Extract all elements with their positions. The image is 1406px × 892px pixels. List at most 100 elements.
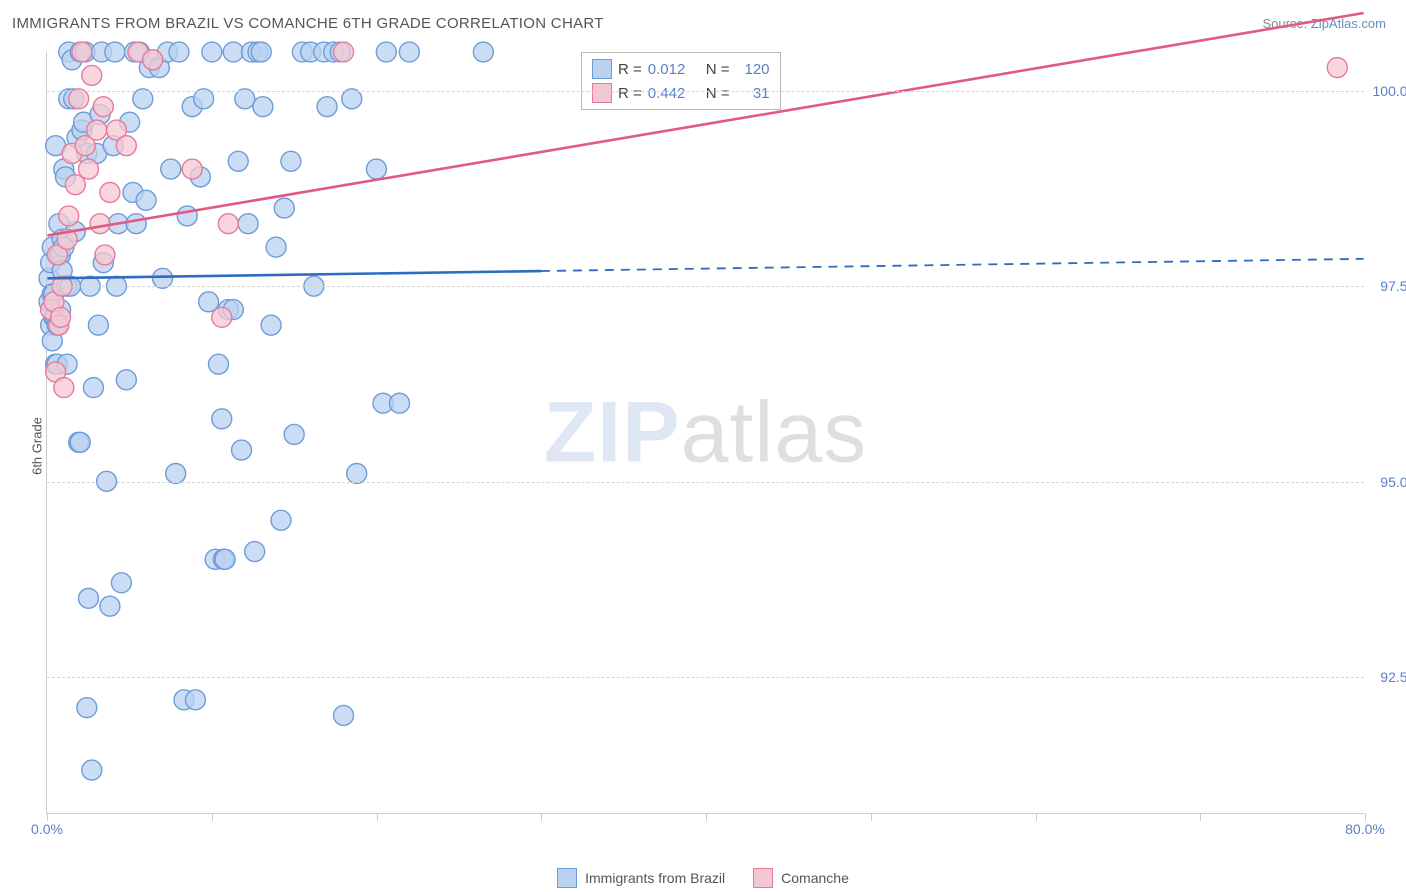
data-point-comanche [79, 159, 99, 179]
data-point-brazil [79, 588, 99, 608]
data-point-brazil [334, 705, 354, 725]
data-point-comanche [212, 307, 232, 327]
data-point-brazil [274, 198, 294, 218]
data-point-brazil [136, 190, 156, 210]
x-tick [377, 813, 378, 821]
data-point-brazil [253, 97, 273, 117]
data-point-comanche [218, 214, 238, 234]
stats-swatch-comanche [592, 83, 612, 103]
data-point-comanche [87, 120, 107, 140]
data-point-brazil [212, 409, 232, 429]
y-tick-label: 100.0% [1373, 83, 1406, 99]
data-point-brazil [208, 354, 228, 374]
data-point-comanche [93, 97, 113, 117]
gridline [47, 482, 1364, 483]
data-point-brazil [473, 42, 493, 62]
chart-title: IMMIGRANTS FROM BRAZIL VS COMANCHE 6TH G… [12, 15, 604, 32]
x-tick [871, 813, 872, 821]
data-point-brazil [185, 690, 205, 710]
data-point-comanche [90, 214, 110, 234]
data-point-comanche [51, 307, 71, 327]
data-point-comanche [72, 42, 92, 62]
data-point-brazil [251, 42, 271, 62]
x-tick [212, 813, 213, 821]
legend-item-comanche: Comanche [753, 868, 849, 888]
data-point-brazil [153, 268, 173, 288]
x-tick-label: 0.0% [31, 821, 63, 837]
data-point-brazil [261, 315, 281, 335]
data-point-brazil [88, 315, 108, 335]
stats-row-comanche: R = 0.442 N = 31 [592, 81, 770, 105]
data-point-brazil [161, 159, 181, 179]
data-point-brazil [169, 42, 189, 62]
data-point-comanche [116, 136, 136, 156]
data-point-brazil [70, 432, 90, 452]
data-point-brazil [271, 510, 291, 530]
data-point-brazil [116, 370, 136, 390]
data-point-brazil [366, 159, 386, 179]
data-point-brazil [245, 542, 265, 562]
n-label: N = [706, 61, 730, 78]
data-point-comanche [182, 159, 202, 179]
chart-svg [47, 52, 1364, 813]
legend-swatch-comanche [753, 868, 773, 888]
data-point-brazil [266, 237, 286, 257]
y-tick-label: 92.5% [1380, 669, 1406, 685]
data-point-brazil [284, 424, 304, 444]
data-point-brazil [77, 698, 97, 718]
data-point-brazil [347, 463, 367, 483]
bottom-legend: Immigrants from Brazil Comanche [0, 868, 1406, 888]
x-tick-label: 80.0% [1345, 821, 1385, 837]
source-link[interactable]: ZipAtlas.com [1311, 16, 1386, 31]
y-tick-label: 97.5% [1380, 278, 1406, 294]
data-point-comanche [82, 65, 102, 85]
n-label: N = [706, 85, 730, 102]
y-tick-label: 95.0% [1380, 474, 1406, 490]
data-point-brazil [166, 463, 186, 483]
data-point-comanche [100, 183, 120, 203]
data-point-brazil [317, 97, 337, 117]
data-point-brazil [83, 378, 103, 398]
n-value-comanche: 31 [736, 85, 770, 102]
plot-area: ZIPatlas R = 0.012 N = 120 R = 0.442 N =… [46, 52, 1364, 814]
stats-legend-box: R = 0.012 N = 120 R = 0.442 N = 31 [581, 52, 781, 110]
data-point-brazil [215, 549, 235, 569]
data-point-brazil [100, 596, 120, 616]
data-point-brazil [232, 440, 252, 460]
data-point-brazil [111, 573, 131, 593]
data-point-comanche [54, 378, 74, 398]
data-point-comanche [1327, 58, 1347, 78]
legend-swatch-brazil [557, 868, 577, 888]
x-tick [541, 813, 542, 821]
trend-line-dashed-brazil [541, 259, 1364, 271]
data-point-brazil [223, 42, 243, 62]
data-point-brazil [82, 760, 102, 780]
y-axis-label: 6th Grade [29, 417, 44, 475]
r-value-comanche: 0.442 [648, 85, 700, 102]
x-tick [706, 813, 707, 821]
legend-label-brazil: Immigrants from Brazil [585, 870, 725, 886]
data-point-comanche [59, 206, 79, 226]
x-tick [1365, 813, 1366, 821]
data-point-brazil [376, 42, 396, 62]
data-point-brazil [202, 42, 222, 62]
legend-label-comanche: Comanche [781, 870, 849, 886]
stats-swatch-brazil [592, 59, 612, 79]
data-point-brazil [177, 206, 197, 226]
data-point-comanche [95, 245, 115, 265]
r-label: R = [618, 85, 642, 102]
data-point-comanche [143, 50, 163, 70]
gridline [47, 286, 1364, 287]
x-tick [47, 813, 48, 821]
stats-row-brazil: R = 0.012 N = 120 [592, 57, 770, 81]
data-point-brazil [105, 42, 125, 62]
data-point-brazil [228, 151, 248, 171]
trend-line-brazil [47, 271, 541, 278]
data-point-comanche [334, 42, 354, 62]
gridline [47, 91, 1364, 92]
data-point-brazil [281, 151, 301, 171]
r-value-brazil: 0.012 [648, 61, 700, 78]
chart-header: IMMIGRANTS FROM BRAZIL VS COMANCHE 6TH G… [0, 0, 1406, 46]
data-point-brazil [126, 214, 146, 234]
data-point-brazil [389, 393, 409, 413]
